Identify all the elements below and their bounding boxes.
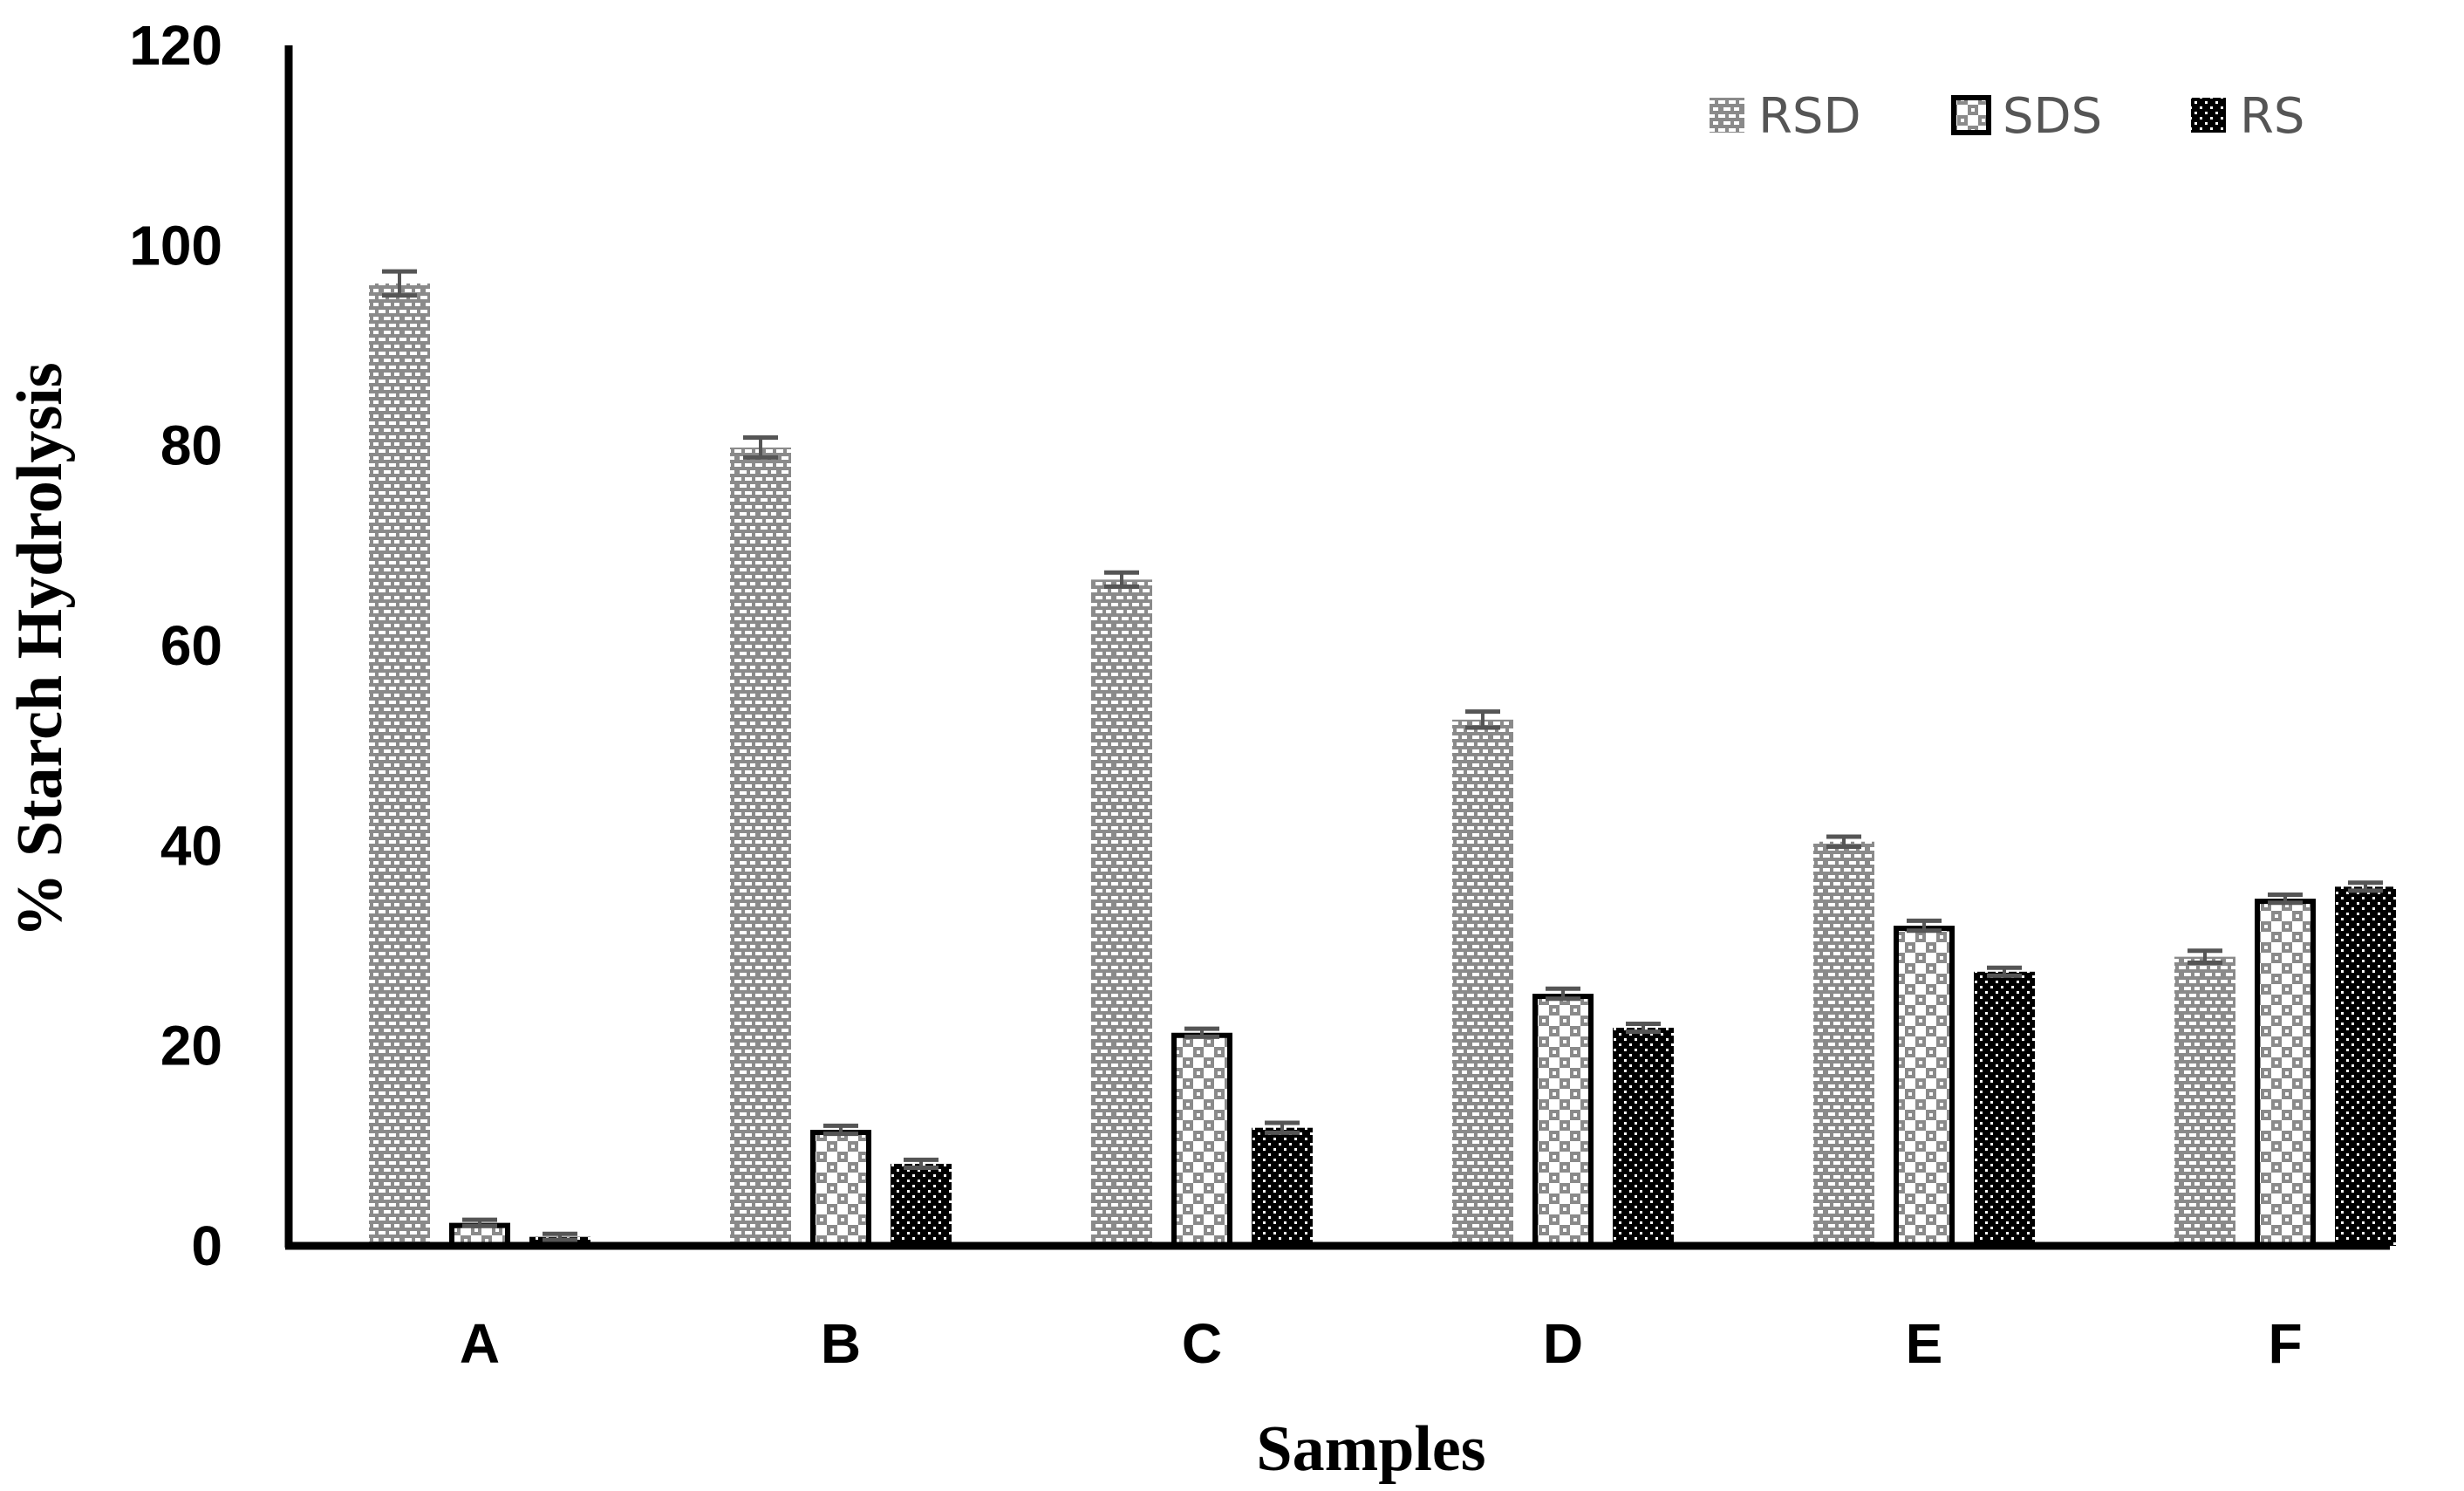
y-axis-ticks: 0 20 40 60 80 100 120 [129,14,222,1277]
bar-rs-e [1974,971,2035,1246]
legend-item-rsd: RSD [1710,88,1861,145]
bar-sds-f [2255,899,2316,1249]
y-axis-title: % Starch Hydrolysis [4,362,76,937]
error-bar-rs-a [543,1231,577,1242]
error-bar-rsd-a [382,269,417,298]
legend-label-rs: RS [2240,88,2304,145]
y-tick-label-0: 0 [191,1214,222,1277]
error-bar-sds-d [1546,986,1580,1002]
x-tick-label-e: E [1906,1312,1943,1375]
error-bar-rs-d [1626,1021,1661,1035]
error-bar-sds-c [1184,1026,1219,1039]
x-tick-label-a: A [460,1312,500,1375]
bar-sds-c [1171,1032,1232,1249]
legend-swatch-rs [2191,98,2226,133]
bar-sds-b [810,1129,871,1249]
bar-rsd-e [1813,841,1874,1246]
bar-groups [369,283,2396,1249]
y-tick-label-80: 80 [160,414,222,477]
legend-swatch-sds [1951,95,1991,135]
x-axis-title: Samples [1256,1413,1485,1485]
x-axis-ticks: A B C D E F [460,1312,2303,1375]
error-bar-rsd-e [1826,834,1861,849]
error-bar-rsd-b [743,434,778,460]
x-tick-label-d: D [1543,1312,1583,1375]
error-bar-rsd-c [1104,570,1139,589]
y-tick-label-60: 60 [160,614,222,677]
bar-rsd-b [730,447,791,1246]
legend-item-rs: RS [2191,88,2304,145]
legend-swatch-rsd [1710,98,1744,133]
x-tick-label-c: C [1182,1312,1222,1375]
error-bars [382,269,2383,1242]
error-bar-rs-c [1265,1120,1300,1135]
error-bar-sds-b [823,1123,858,1137]
error-bar-rsd-f [2188,948,2222,965]
error-bar-rsd-d [1465,709,1500,730]
bar-rsd-d [1452,719,1513,1246]
bar-sds-d [1532,994,1594,1249]
legend-item-sds: SDS [1951,88,2102,145]
x-tick-label-f: F [2268,1312,2302,1375]
y-tick-label-120: 120 [129,14,222,77]
error-bar-rs-e [1987,965,2022,978]
y-tick-label-40: 40 [160,814,222,877]
bar-rs-f [2335,886,2396,1246]
bar-rsd-a [369,283,430,1246]
x-tick-label-b: B [821,1312,861,1375]
y-tick-label-20: 20 [160,1015,222,1077]
y-tick-label-100: 100 [129,214,222,277]
bar-rs-d [1613,1028,1674,1246]
error-bar-rs-f [2348,880,2383,893]
legend: RSD SDS RS [1710,88,2304,145]
error-bar-rs-b [904,1157,939,1171]
bar-sds-e [1894,926,1955,1248]
error-bar-sds-f [2268,893,2303,906]
bar-rsd-f [2174,956,2235,1246]
legend-label-rsd: RSD [1758,88,1861,145]
legend-label-sds: SDS [2003,88,2102,145]
error-bar-sds-e [1907,918,1942,934]
error-bar-sds-a [462,1217,497,1228]
bar-rs-b [891,1163,952,1246]
bar-rsd-c [1091,579,1152,1246]
bar-rs-c [1252,1127,1313,1246]
